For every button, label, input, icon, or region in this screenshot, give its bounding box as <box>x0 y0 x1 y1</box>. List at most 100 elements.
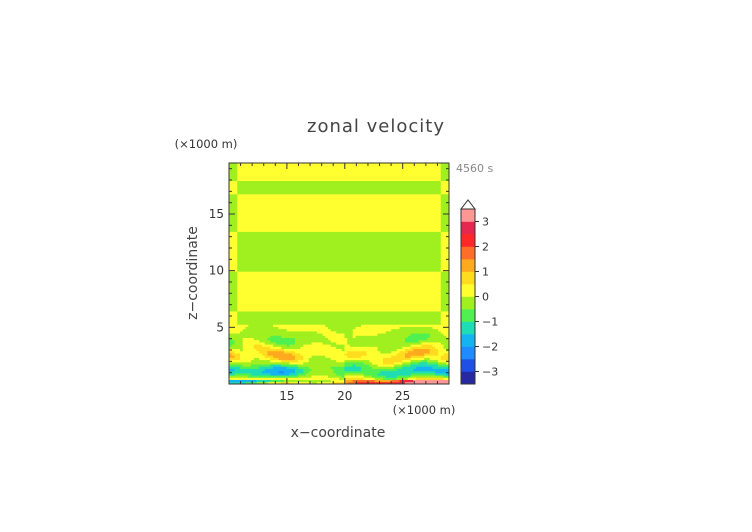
x-unit-label: (×1000 m) <box>393 403 456 417</box>
heatmap-cell <box>256 379 271 383</box>
heatmap-cell <box>377 333 411 336</box>
heatmap-cell <box>429 350 439 354</box>
heatmap-cell <box>275 342 296 345</box>
heatmap-cell <box>237 202 442 206</box>
heatmap-cell <box>229 213 238 217</box>
heatmap-cell <box>438 361 447 365</box>
heatmap-cell <box>237 240 442 243</box>
heatmap-cell <box>237 295 442 299</box>
heatmap-cell <box>237 193 442 197</box>
heatmap-cell <box>229 204 238 208</box>
heatmap-cell <box>237 200 442 204</box>
heatmap-cell <box>344 361 365 365</box>
heatmap-cell <box>242 364 252 367</box>
heatmap-cell <box>336 342 348 345</box>
heatmap-cell <box>229 322 238 325</box>
heatmap-cell <box>385 375 398 378</box>
heatmap-cell <box>402 359 411 363</box>
heatmap-cell <box>229 295 238 299</box>
heatmap-cell <box>402 366 417 369</box>
heatmap-cell <box>410 359 422 363</box>
heatmap-cell <box>344 377 365 380</box>
heatmap-cell <box>237 286 442 290</box>
heatmap-cell <box>303 368 312 372</box>
heatmap-cell <box>237 302 442 305</box>
heatmap-cell <box>229 251 238 255</box>
heatmap-cell <box>443 353 450 356</box>
heatmap-cell <box>286 366 299 369</box>
heatmap-cell <box>325 355 348 358</box>
colorbar-tick-label: −1 <box>482 316 498 329</box>
heatmap-cell <box>240 353 263 356</box>
heatmap-cell <box>284 370 296 374</box>
heatmap-cell <box>229 361 290 365</box>
heatmap-cell <box>440 253 450 257</box>
colorbar-segment <box>461 346 475 360</box>
heatmap-cell <box>341 375 345 378</box>
heatmap-cell <box>273 355 296 358</box>
heatmap-cell <box>229 211 238 215</box>
heatmap-cell <box>295 350 348 354</box>
heatmap-cell <box>229 187 238 190</box>
heatmap-cell <box>440 185 450 188</box>
heatmap-cell <box>297 364 345 367</box>
plot-area <box>229 163 450 385</box>
heatmap-cell <box>281 335 326 338</box>
heatmap-cell <box>237 207 442 210</box>
heatmap-cell <box>237 216 442 219</box>
heatmap-cell <box>256 381 268 385</box>
heatmap-cell <box>237 308 442 312</box>
heatmap-cell <box>440 244 450 248</box>
heatmap-cell <box>432 366 450 369</box>
heatmap-cell <box>311 342 323 345</box>
heatmap-cell <box>234 339 244 343</box>
heatmap-cell <box>270 357 279 361</box>
heatmap-cell <box>339 377 345 380</box>
heatmap-cell <box>446 361 450 365</box>
heatmap-cell <box>440 200 450 204</box>
heatmap-cell <box>440 189 450 193</box>
heatmap-cell <box>427 361 439 365</box>
heatmap-cell <box>267 337 296 341</box>
heatmap-cell <box>240 348 244 352</box>
colorbar-segment <box>461 309 475 322</box>
heatmap-cell <box>344 335 354 338</box>
heatmap-cell <box>440 209 450 213</box>
heatmap-cell <box>229 377 340 380</box>
heatmap-cell <box>237 163 442 166</box>
heatmap-cell <box>229 313 238 316</box>
heatmap-cell <box>429 335 447 338</box>
heatmap-cell <box>440 169 450 173</box>
heatmap-cell <box>440 251 450 255</box>
heatmap-cell <box>229 306 238 310</box>
heatmap-cell <box>270 335 282 338</box>
heatmap-cell <box>229 262 238 266</box>
heatmap-cell <box>229 246 238 250</box>
heatmap-cell <box>237 171 442 175</box>
heatmap-cell <box>248 375 299 378</box>
heatmap-cell <box>336 359 345 363</box>
heatmap-cell <box>270 339 296 343</box>
heatmap-cell <box>242 344 255 347</box>
heatmap-cell <box>361 324 450 327</box>
colorbar-segment <box>461 284 475 297</box>
heatmap-cell <box>229 315 238 319</box>
heatmap-cell <box>237 319 442 323</box>
heatmap-cell <box>229 242 238 246</box>
heatmap-cell <box>237 300 442 303</box>
heatmap-cell <box>374 377 384 380</box>
heatmap-cell <box>303 357 310 361</box>
heatmap-cell <box>352 328 392 332</box>
heatmap-cell <box>229 264 238 268</box>
heatmap-cell <box>295 355 304 358</box>
heatmap-cell <box>440 182 450 186</box>
heatmap-cell <box>229 174 238 177</box>
heatmap-cell <box>229 353 233 356</box>
heatmap-cell <box>372 375 387 378</box>
heatmap-cell <box>440 330 450 334</box>
heatmap-cell <box>237 174 442 177</box>
heatmap-cell <box>229 273 238 277</box>
colorbar-segment <box>461 371 475 385</box>
heatmap-cell <box>240 366 260 369</box>
heatmap-cell <box>344 379 354 383</box>
